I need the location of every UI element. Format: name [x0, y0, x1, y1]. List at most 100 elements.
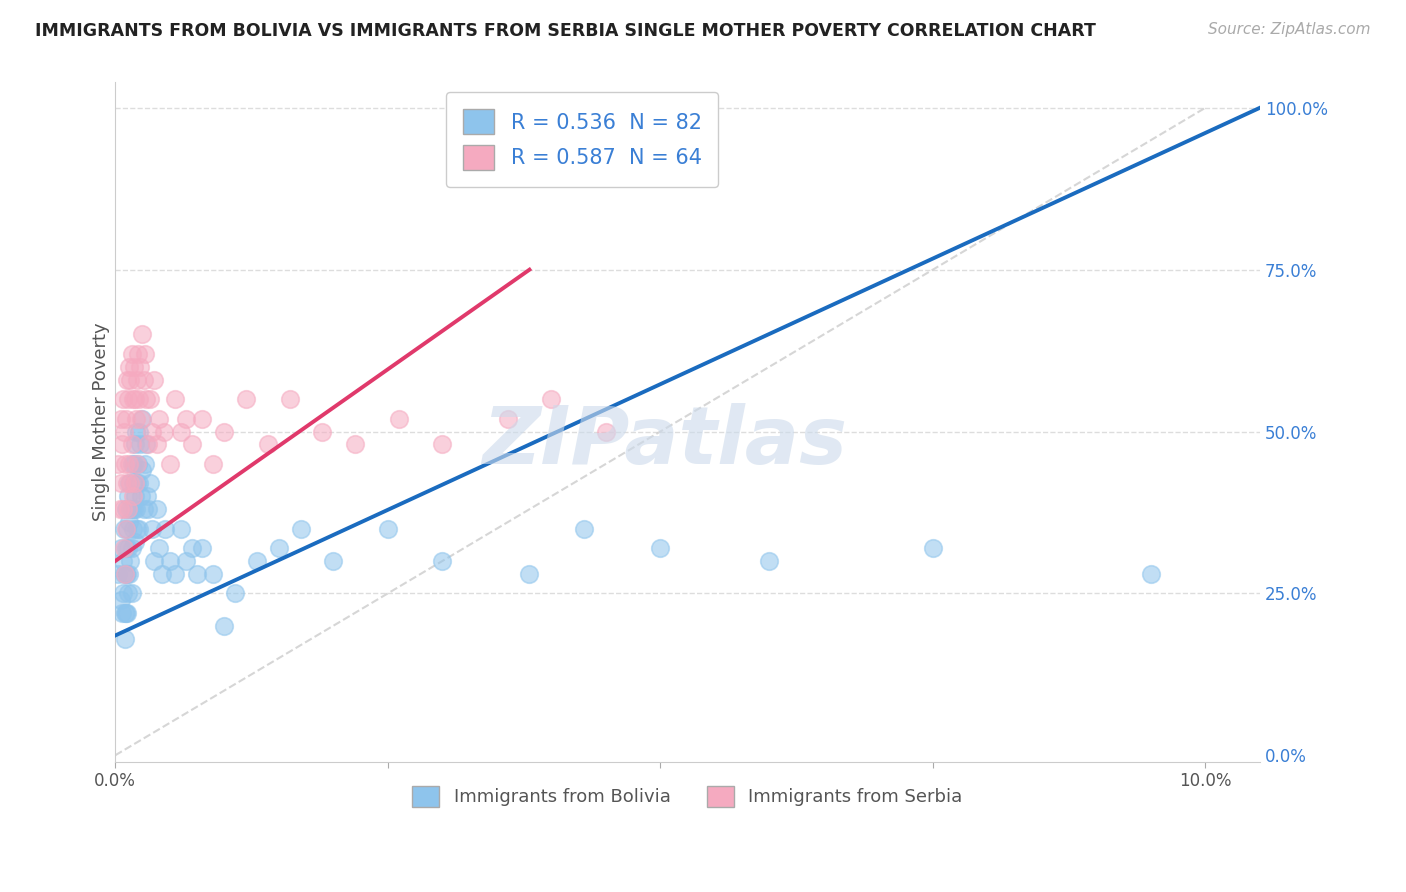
Point — [169, 522, 191, 536]
Point — [121, 392, 143, 407]
Point — [115, 566, 138, 581]
Point — [128, 522, 150, 536]
Point — [246, 554, 269, 568]
Point — [121, 502, 143, 516]
Point — [117, 392, 139, 407]
Text: IMMIGRANTS FROM BOLIVIA VS IMMIGRANTS FROM SERBIA SINGLE MOTHER POVERTY CORRELAT: IMMIGRANTS FROM BOLIVIA VS IMMIGRANTS FR… — [35, 22, 1097, 40]
Point — [921, 541, 943, 555]
Point — [121, 476, 143, 491]
Point — [165, 392, 187, 407]
Point — [112, 541, 135, 555]
Point — [159, 554, 181, 568]
Point — [224, 586, 246, 600]
Point — [128, 476, 150, 491]
Point — [572, 522, 595, 536]
Point — [118, 476, 141, 491]
Point — [120, 373, 142, 387]
Point — [432, 437, 454, 451]
Point — [121, 489, 143, 503]
Point — [108, 502, 131, 516]
Point — [344, 437, 367, 451]
Point — [121, 347, 143, 361]
Y-axis label: Single Mother Poverty: Single Mother Poverty — [93, 323, 110, 521]
Point — [120, 476, 142, 491]
Point — [117, 489, 139, 503]
Point — [120, 554, 142, 568]
Point — [131, 463, 153, 477]
Point — [121, 437, 143, 451]
Point — [186, 566, 208, 581]
Point — [111, 606, 134, 620]
Point — [388, 411, 411, 425]
Point — [169, 425, 191, 439]
Point — [135, 489, 157, 503]
Point — [519, 566, 541, 581]
Point — [124, 476, 146, 491]
Point — [290, 522, 312, 536]
Point — [111, 586, 134, 600]
Point — [141, 425, 163, 439]
Point — [121, 541, 143, 555]
Point — [115, 566, 138, 581]
Point — [311, 425, 333, 439]
Point — [125, 502, 148, 516]
Point — [141, 522, 163, 536]
Point — [111, 502, 134, 516]
Text: ZIPatlas: ZIPatlas — [482, 403, 848, 481]
Point — [115, 502, 138, 516]
Point — [115, 541, 138, 555]
Point — [322, 554, 344, 568]
Point — [125, 373, 148, 387]
Point — [128, 425, 150, 439]
Point — [110, 411, 132, 425]
Point — [256, 437, 278, 451]
Point — [110, 541, 132, 555]
Point — [112, 425, 135, 439]
Point — [155, 522, 177, 536]
Point — [112, 566, 135, 581]
Point — [125, 425, 148, 439]
Point — [131, 411, 153, 425]
Point — [117, 541, 139, 555]
Point — [118, 457, 141, 471]
Point — [165, 566, 187, 581]
Point — [115, 522, 138, 536]
Point — [134, 457, 156, 471]
Point — [145, 437, 167, 451]
Point — [148, 411, 170, 425]
Point — [114, 457, 136, 471]
Point — [124, 489, 146, 503]
Point — [540, 392, 562, 407]
Point — [131, 327, 153, 342]
Point — [115, 476, 138, 491]
Point — [174, 554, 197, 568]
Point — [650, 541, 672, 555]
Point — [114, 606, 136, 620]
Point — [202, 457, 225, 471]
Point — [131, 411, 153, 425]
Point — [107, 566, 129, 581]
Point — [127, 457, 149, 471]
Point — [115, 411, 138, 425]
Point — [131, 489, 153, 503]
Point — [117, 586, 139, 600]
Point — [122, 457, 145, 471]
Point — [432, 554, 454, 568]
Point — [125, 457, 148, 471]
Point — [115, 606, 138, 620]
Point — [111, 437, 134, 451]
Point — [758, 554, 780, 568]
Point — [125, 476, 148, 491]
Point — [111, 392, 134, 407]
Point — [120, 502, 142, 516]
Text: Source: ZipAtlas.com: Source: ZipAtlas.com — [1208, 22, 1371, 37]
Point — [136, 437, 159, 451]
Point — [128, 392, 150, 407]
Point — [278, 392, 301, 407]
Point — [114, 566, 136, 581]
Point — [118, 359, 141, 374]
Point — [191, 411, 214, 425]
Point — [267, 541, 290, 555]
Point — [125, 522, 148, 536]
Point — [143, 373, 166, 387]
